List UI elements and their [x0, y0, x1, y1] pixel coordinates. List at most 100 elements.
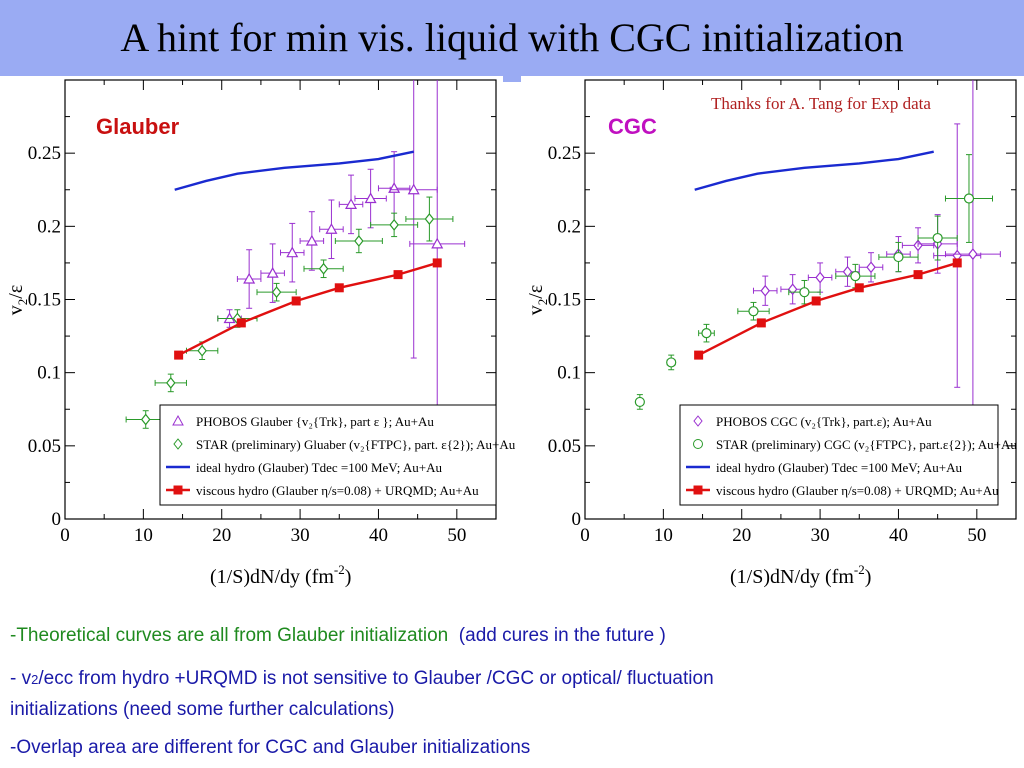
panel-1-legend-label: STAR (preliminary) Gluaber (v₂{FTPC}, pa…	[196, 437, 516, 452]
panel-2-x-tick-label: 20	[732, 525, 751, 546]
panel-1-x-tick-label: 30	[291, 525, 310, 546]
panel-1-viscous-hydro-point	[174, 350, 184, 360]
panel-2-phobos-point	[760, 284, 771, 297]
panel-2-viscous-hydro-line	[698, 261, 958, 357]
panel-2-x-tick-label: 30	[811, 525, 830, 546]
panel-1-y-tick-label: 0.15	[28, 290, 61, 311]
panel-2-x-tick-label: 10	[654, 525, 673, 546]
panel-1-x-tick-label: 50	[447, 525, 466, 546]
note-line-1-green: -Theoretical curves are all from Glauber…	[10, 625, 449, 646]
panel-2-star-point	[666, 357, 677, 368]
panel-1-legend-label: PHOBOS Glauber {v₂{Trk}, part ε }; Au+Au	[196, 414, 434, 429]
note-line-2-a: - v	[10, 668, 32, 689]
panel-1-phobos-point	[431, 237, 444, 249]
panel-1-viscous-hydro-point	[334, 283, 344, 293]
panel-1-ideal-hydro-line	[174, 150, 414, 191]
panel-2-phobos-point	[815, 271, 825, 284]
chart-canvas: 0 10 20 30 40 50 0 0.05 0.1 0.15 0.2 0.25 (1/S)dN/dy…	[5, 79, 1017, 588]
panel-1-viscous-hydro-point	[236, 318, 246, 328]
panel-2-viscous-hydro-point	[811, 296, 821, 306]
title-notch	[503, 76, 521, 82]
panel-1-phobos-point	[223, 312, 236, 324]
note-line-2-sub: 2	[31, 672, 39, 687]
panel-2-phobos-point	[787, 283, 798, 296]
panel-2-y-axis-title: v2/ε	[525, 285, 550, 315]
panel-1-x-tick-label: 40	[369, 525, 388, 546]
panel-2-star-point	[701, 328, 712, 339]
note-line-1: -Theoretical curves are all from Glauber…	[10, 625, 666, 647]
panel-1-legend-swatch-diamond	[173, 438, 183, 450]
panel-1-viscous-hydro-point	[393, 270, 403, 280]
panel-1-star-point	[197, 344, 207, 357]
panel-2-y-tick-label: 0.2	[557, 216, 581, 237]
panel-2-star-point	[963, 193, 975, 204]
panel-2-panel-label: CGC	[608, 114, 657, 139]
credit-note: Thanks for A. Tang for Exp data	[711, 94, 931, 113]
panel-1-y-axis-title: v2/ε	[5, 285, 30, 315]
panel-1-phobos-point	[364, 192, 377, 204]
panel-2-viscous-hydro-point	[854, 283, 864, 293]
panel-2-legend-swatch-diamond	[693, 415, 703, 427]
panel-1-phobos-point	[325, 223, 338, 234]
panel-2-y-tick-label: 0.05	[548, 436, 581, 457]
panel-1-y-tick-label: 0.2	[37, 216, 61, 237]
panel-1-star-point	[166, 376, 176, 389]
panel-2-y-tick-label: 0	[572, 509, 582, 530]
panel-2-x-axis-title: (1/S)dN/dy (fm-2)	[730, 562, 871, 588]
panel-2-y-tick-label: 0.1	[557, 363, 581, 384]
panel-1-viscous-hydro-line	[178, 261, 438, 357]
panel-2-viscous-hydro-point	[756, 318, 766, 328]
panel-2-viscous-hydro-point	[913, 270, 923, 280]
panel-2-legend-label: PHOBOS CGC (v₂{Trk}, part.ε); Au+Au	[716, 414, 932, 429]
panel-2-y-tick-label: 0.15	[548, 290, 581, 311]
panel-1-phobos-point	[243, 272, 256, 284]
note-line-1-rest: (add cures in the future )	[458, 625, 666, 646]
panel-1-x-tick-label: 10	[134, 525, 153, 546]
panel-1-phobos-point	[266, 266, 279, 278]
panel-1-phobos-point	[305, 234, 318, 246]
note-line-2-b: /ecc from hydro +URQMD is not sensitive …	[38, 668, 714, 689]
panel-2-star-point	[850, 270, 861, 282]
panel-1-star-point	[140, 413, 151, 426]
panel-1-star-point	[318, 262, 329, 275]
note-line-3: initializations (need some further calcu…	[10, 699, 395, 720]
note-line-2: - v2/ecc from hydro +URQMD is not sensit…	[10, 668, 714, 690]
panel-1-legend-label: viscous hydro (Glauber η/s=0.08) + URQMD…	[196, 483, 479, 498]
panel-2-legend-label: viscous hydro (Glauber η/s=0.08) + URQMD…	[716, 483, 999, 498]
panel-2-x-tick-label: 0	[580, 525, 590, 546]
panel-2-star-point	[932, 232, 943, 244]
panel-1-y-tick-label: 0	[52, 509, 62, 530]
panel-1-y-tick-label: 0.05	[28, 436, 61, 457]
panel-1-panel-label: Glauber	[96, 114, 180, 139]
panel-1-y-tick-label: 0.1	[37, 363, 61, 384]
panel-1-legend-swatch-triangle	[172, 414, 184, 426]
panel-2-phobos-point	[842, 265, 853, 278]
panel-2-y-tick-label: 0.25	[548, 143, 581, 164]
panel-1-x-axis-title: (1/S)dN/dy (fm-2)	[210, 562, 351, 588]
panel-2-viscous-hydro-point	[952, 258, 962, 268]
panel-2-ideal-hydro-line	[694, 150, 934, 191]
panel-1-y-tick-label: 0.25	[28, 143, 61, 164]
panel-2-legend-label: STAR (preliminary) CGC (v₂{FTPC}, part.ε…	[716, 437, 1017, 452]
panel-2-star-point	[893, 251, 904, 263]
panel-1-phobos-point	[345, 198, 358, 209]
panel-2-phobos-point	[866, 261, 876, 274]
panel-1-phobos-point	[407, 183, 420, 195]
panel-1-star-point	[424, 213, 435, 225]
panel-2-star-point	[799, 287, 810, 298]
panel-2-star-point	[748, 306, 759, 317]
note-line-4: -Overlap area are different for CGC and …	[10, 737, 531, 758]
panel-1-star-point	[389, 218, 399, 231]
panel-1-x-tick-label: 0	[60, 525, 70, 546]
panel-2-phobos-point	[968, 248, 978, 261]
panel-1-viscous-hydro-point	[432, 258, 442, 268]
panel-1-phobos-point	[286, 246, 299, 258]
panel-2-legend-label: ideal hydro (Glauber) Tdec =100 MeV; Au+…	[716, 460, 962, 475]
title-bar	[0, 0, 1024, 76]
panel-1-legend-label: ideal hydro (Glauber) Tdec =100 MeV; Au+…	[196, 460, 442, 475]
panel-2-legend-swatch-square	[693, 485, 703, 495]
panel-1-viscous-hydro-point	[291, 296, 301, 306]
panel-2-star-point	[634, 396, 645, 408]
panel-1-star-point	[354, 235, 364, 247]
slide-title: A hint for min vis. liquid with CGC init…	[120, 15, 904, 60]
